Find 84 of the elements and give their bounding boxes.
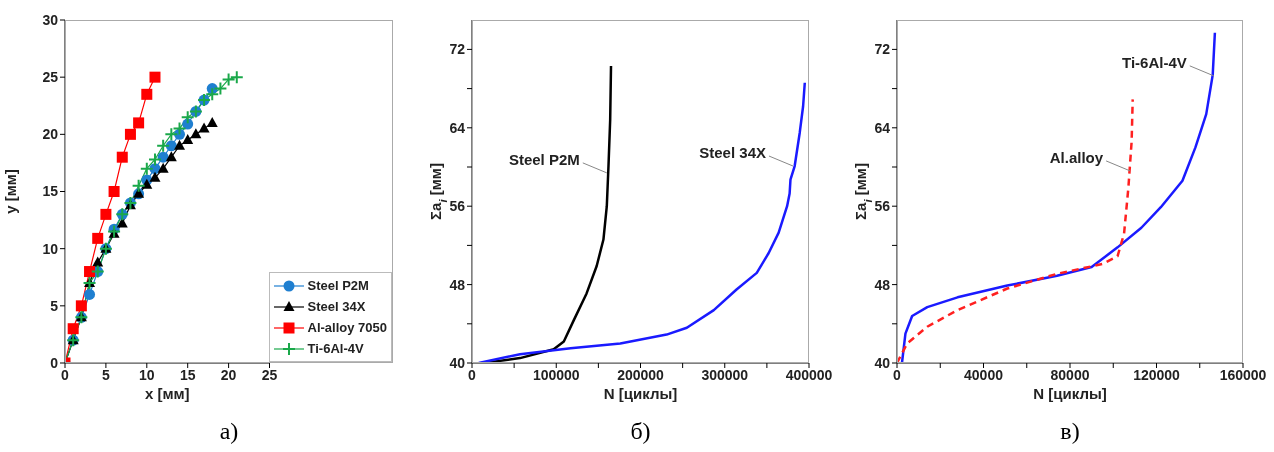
point bbox=[67, 323, 79, 335]
y-tick-label: 40 bbox=[874, 354, 891, 371]
point bbox=[116, 151, 128, 163]
x-tick-label: 25 bbox=[261, 366, 278, 383]
y-axis-title: y [мм] bbox=[2, 169, 19, 214]
point bbox=[131, 178, 146, 193]
x-tick-label: 0 bbox=[468, 366, 477, 383]
line-series bbox=[897, 98, 1134, 363]
point bbox=[156, 138, 171, 153]
point bbox=[92, 256, 104, 267]
y-tick-label: 15 bbox=[42, 183, 59, 200]
annotation: Ti-6Al-4V bbox=[1122, 53, 1187, 71]
point bbox=[84, 288, 96, 300]
y-tick-label: 5 bbox=[50, 297, 59, 314]
point bbox=[180, 110, 195, 125]
point bbox=[141, 88, 153, 100]
annotation: Al.alloy bbox=[1049, 148, 1104, 166]
y-tick-label: 72 bbox=[874, 41, 891, 58]
point bbox=[213, 81, 228, 96]
point bbox=[190, 128, 202, 139]
y-tick-label: 25 bbox=[42, 69, 59, 86]
x-tick-label: 40000 bbox=[964, 366, 1004, 383]
y-tick-label: 64 bbox=[874, 119, 891, 136]
point bbox=[229, 70, 244, 85]
text: в) bbox=[1059, 418, 1081, 445]
point bbox=[116, 217, 128, 228]
x-tick-label: 0 bbox=[61, 366, 70, 383]
annotation: Steel P2M bbox=[508, 150, 580, 168]
point bbox=[92, 232, 104, 244]
y-tick-label: 56 bbox=[874, 198, 891, 215]
y-tick-label: 48 bbox=[449, 276, 466, 293]
text: б) bbox=[629, 418, 652, 445]
y-tick-label: 40 bbox=[449, 354, 466, 371]
point bbox=[165, 151, 177, 162]
x-tick-label: 200000 bbox=[617, 366, 665, 383]
point bbox=[174, 139, 186, 150]
point bbox=[172, 121, 187, 136]
y-tick-label: 72 bbox=[449, 41, 466, 58]
x-tick-label: 0 bbox=[893, 366, 902, 383]
point bbox=[157, 162, 169, 173]
point bbox=[75, 300, 87, 312]
legend-label: Al-alloy 7050 bbox=[307, 319, 387, 337]
x-tick-label: 400000 bbox=[785, 366, 833, 383]
point bbox=[206, 116, 218, 127]
x-tick-label: 300000 bbox=[701, 366, 749, 383]
y-tick-label: 56 bbox=[449, 198, 466, 215]
x-axis-title: N [циклы] bbox=[1033, 385, 1107, 402]
x-tick-label: 80000 bbox=[1050, 366, 1090, 383]
point bbox=[108, 186, 120, 197]
annotation: Steel 34X bbox=[699, 144, 766, 162]
x-tick-label: 160000 bbox=[1219, 366, 1267, 383]
point bbox=[182, 134, 194, 145]
point bbox=[149, 71, 161, 83]
y-tick-label: 48 bbox=[874, 276, 891, 293]
point bbox=[205, 87, 220, 102]
y-tick-label: 0 bbox=[50, 354, 59, 371]
x-tick-label: 10 bbox=[139, 366, 155, 383]
point bbox=[147, 152, 162, 167]
text: а) bbox=[218, 418, 240, 445]
x-axis-title: x [мм] bbox=[144, 385, 190, 402]
y-tick-label: 64 bbox=[449, 119, 466, 136]
point bbox=[164, 127, 179, 142]
point bbox=[133, 117, 145, 129]
legend-label: Steel 34X bbox=[307, 298, 366, 316]
point bbox=[221, 72, 236, 87]
x-tick-label: 20 bbox=[220, 366, 237, 383]
x-tick-label: 5 bbox=[102, 366, 110, 383]
point bbox=[84, 266, 96, 278]
line-series bbox=[477, 81, 807, 363]
legend-label: Ti-6Al-4V bbox=[307, 340, 364, 358]
point bbox=[141, 178, 153, 189]
x-tick-label: 100000 bbox=[532, 366, 580, 383]
point bbox=[100, 208, 112, 220]
y-tick-label: 20 bbox=[42, 126, 59, 143]
y-tick-label: 30 bbox=[42, 11, 59, 28]
point bbox=[149, 171, 161, 182]
legend-label: Steel P2M bbox=[307, 277, 369, 295]
point bbox=[124, 128, 136, 140]
point bbox=[139, 161, 154, 176]
x-tick-label: 120000 bbox=[1133, 366, 1181, 383]
x-tick-label: 15 bbox=[179, 366, 196, 383]
x-axis-title: N [циклы] bbox=[603, 385, 678, 402]
y-tick-label: 10 bbox=[42, 240, 59, 257]
point bbox=[198, 122, 210, 133]
